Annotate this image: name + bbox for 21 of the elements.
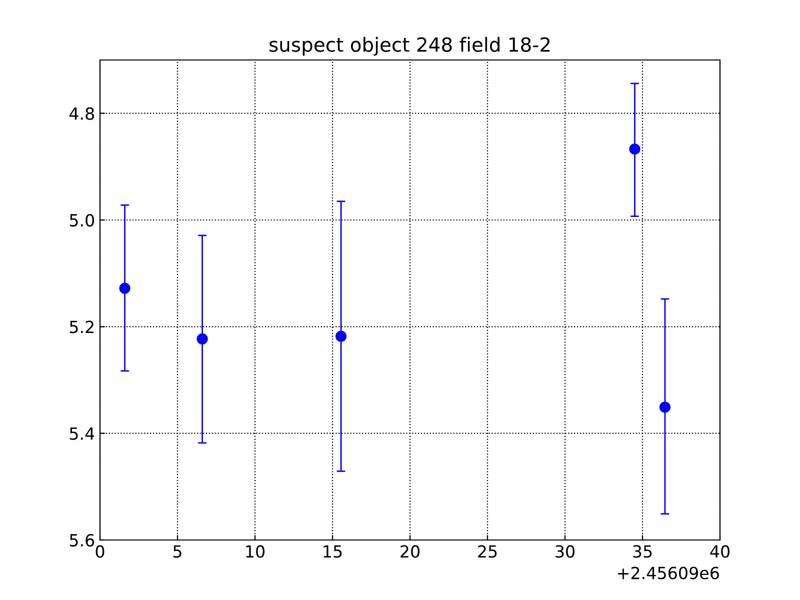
x-tick-label: 15	[324, 545, 342, 558]
x-tick-label: 10	[246, 545, 264, 558]
chart-title: suspect object 248 field 18-2	[270, 36, 550, 56]
x-tick-label: 0	[96, 545, 104, 558]
x-tick-label: 5	[173, 545, 182, 558]
y-tick-label: 5.0	[70, 214, 94, 227]
point	[196, 333, 208, 344]
y-tick-label: 5.2	[70, 320, 94, 334]
x-tick-label: 35	[633, 545, 652, 558]
point	[659, 402, 671, 413]
x-tick-label: 40	[710, 545, 730, 558]
point	[119, 282, 130, 294]
x-tick-label: 25	[478, 545, 497, 558]
point	[335, 330, 347, 342]
y-tick-label: 5.6	[70, 534, 94, 547]
x-tick-label: 20	[400, 545, 420, 558]
point	[629, 144, 640, 155]
x-tick-label: 30	[556, 545, 574, 558]
text: +2.45609e6	[618, 566, 719, 580]
y-tick-label: 4.8	[69, 107, 94, 120]
y-tick-label: 5.4	[70, 428, 94, 440]
